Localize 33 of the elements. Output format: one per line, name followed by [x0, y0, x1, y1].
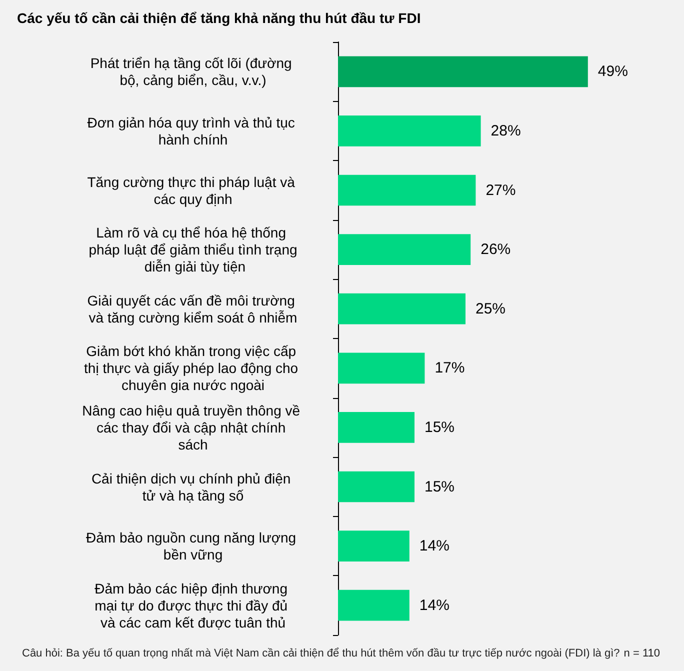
bar: [338, 116, 481, 146]
y-tick-label: Cải thiện dịch vụ chính phủ điện tử và hạ tầng số: [91, 470, 295, 504]
data-label: 17%: [434, 360, 465, 377]
y-tick-label: Làm rõ và cụ thể hóa hệ thống pháp luật để giảm thiểu tình trạng diễn giải tùy tiện: [88, 224, 298, 275]
bar: [338, 174, 476, 206]
data-label: 26%: [480, 241, 511, 258]
data-label: 49%: [598, 63, 628, 80]
bar: [338, 471, 414, 502]
text: n = 110: [624, 648, 660, 660]
bar: [338, 293, 466, 324]
bar: [338, 234, 471, 265]
bar: [338, 530, 410, 562]
bar: [338, 56, 588, 88]
y-tick-label: Phát triển hạ tầng cốt lõi (đường bộ, cảng biển, cầu, v.v.): [90, 55, 296, 88]
y-tick-label: Giải quyết các vấn đề môi trường và tăng cường kiểm soát ô nhiễm: [87, 292, 299, 326]
y-tick-label: Đảm bảo nguồn cung năng lượng bền vững: [86, 530, 300, 563]
data-label: 15%: [424, 418, 455, 436]
text: Câu hỏi: Ba yếu tố quan trọng nhất mà Việt Nam cần cải thiện để thu hút thêm vốn đầu tư trực tiếp nước ngoài (FDI) là gì?: [22, 648, 620, 660]
y-tick-label: Đơn giản hóa quy trình và thủ tục hành chính: [87, 114, 299, 148]
y-tick-label: Đảm bảo các hiệp định thương mại tự do được thực thi đầy đủ và các cam kết được tuân thủ: [94, 580, 292, 630]
y-tick-label: Tăng cường thực thi pháp luật và các quy định: [87, 174, 299, 207]
y-tick-label: Nâng cao hiệu quả truyền thông về các thay đổi và cập nhật chính sách: [82, 402, 304, 452]
data-label: 14%: [419, 596, 450, 614]
bar: [338, 412, 414, 443]
bar: [338, 590, 410, 621]
data-label: 28%: [490, 122, 521, 140]
bar: [338, 352, 425, 384]
y-tick-label: Giảm bớt khó khăn trong việc cấp thị thực và giấy phép lao động cho chuyên gia nước ngoài: [84, 343, 302, 394]
text: Các yếu tố cần cải thiện để tăng khả năng thu hút đầu tư FDI: [17, 10, 421, 26]
data-label: 14%: [419, 538, 450, 555]
data-label: 25%: [476, 300, 506, 318]
data-label: 15%: [424, 478, 455, 496]
data-label: 27%: [486, 182, 516, 199]
